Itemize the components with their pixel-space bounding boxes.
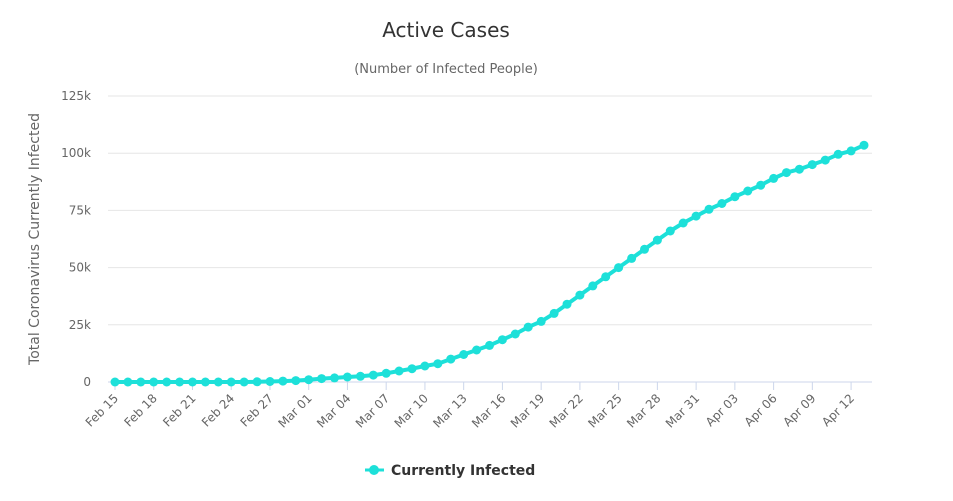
data-point[interactable] — [446, 354, 456, 364]
x-tick-label: Feb 24 — [199, 391, 237, 429]
x-tick-label: Mar 07 — [353, 391, 392, 430]
data-point[interactable] — [756, 180, 766, 190]
grid-lines — [108, 95, 872, 383]
chart-title: Active Cases — [382, 18, 510, 42]
chart-subtitle: (Number of Infected People) — [354, 62, 538, 77]
data-point[interactable] — [330, 373, 339, 383]
data-point[interactable] — [472, 345, 482, 355]
x-tick-label: Apr 06 — [742, 391, 780, 429]
data-point[interactable] — [420, 361, 430, 371]
data-point[interactable] — [342, 372, 352, 382]
data-point[interactable] — [652, 235, 662, 245]
x-tick-label: Mar 16 — [469, 391, 508, 430]
data-point[interactable] — [407, 364, 417, 374]
data-point[interactable] — [614, 263, 624, 273]
data-point[interactable] — [304, 375, 314, 385]
data-point[interactable] — [433, 359, 443, 369]
data-point[interactable] — [381, 368, 391, 378]
x-tick-label: Mar 01 — [275, 391, 314, 430]
data-point[interactable] — [149, 377, 159, 387]
x-axis-ticks: Feb 15 Feb 18 Feb 21 Feb 24 Feb 27 Mar 01 Mar … — [83, 382, 857, 431]
data-point[interactable] — [794, 164, 804, 174]
x-tick-label: Mar 22 — [547, 391, 586, 430]
data-point[interactable] — [704, 204, 714, 214]
y-tick-label: 25k — [69, 318, 91, 332]
legend[interactable]: Currently Infected — [365, 463, 535, 479]
x-tick-label: Mar 19 — [508, 391, 547, 430]
data-point[interactable] — [459, 350, 469, 359]
y-tick-label: 125k — [61, 89, 91, 103]
data-point[interactable] — [846, 146, 856, 156]
data-point[interactable] — [743, 186, 753, 196]
data-point[interactable] — [485, 340, 494, 350]
data-point[interactable] — [162, 377, 172, 387]
x-tick-label: Feb 15 — [83, 391, 121, 429]
data-point[interactable] — [640, 244, 649, 254]
data-point[interactable] — [730, 192, 740, 202]
data-point[interactable] — [588, 281, 598, 291]
y-tick-label: 75k — [69, 203, 91, 217]
data-point[interactable] — [510, 329, 520, 339]
data-point[interactable] — [239, 377, 249, 387]
data-point[interactable] — [665, 226, 675, 236]
x-tick-label: Feb 21 — [160, 391, 198, 429]
x-tick-label: Apr 03 — [703, 391, 741, 429]
x-tick-label: Mar 31 — [663, 391, 702, 430]
data-point[interactable] — [291, 376, 301, 386]
data-point[interactable] — [549, 308, 559, 318]
x-tick-label: Mar 04 — [314, 391, 353, 430]
data-point[interactable] — [820, 155, 830, 165]
x-tick-label: Mar 28 — [624, 391, 663, 430]
data-point[interactable] — [136, 377, 146, 387]
y-axis-ticks: 0 25k 50k 75k 100k 125k — [61, 89, 91, 389]
data-point[interactable] — [627, 253, 637, 263]
y-tick-label: 100k — [61, 146, 91, 160]
data-point[interactable] — [497, 335, 507, 345]
data-point[interactable] — [200, 377, 210, 387]
x-tick-label: Mar 13 — [430, 391, 469, 430]
data-point[interactable] — [123, 377, 133, 387]
data-point[interactable] — [691, 211, 701, 221]
data-point[interactable] — [807, 160, 817, 170]
series-currently-infected — [110, 140, 869, 387]
data-point[interactable] — [317, 374, 327, 384]
x-tick-label: Feb 18 — [121, 391, 159, 429]
data-point[interactable] — [536, 316, 546, 326]
x-tick-label: Mar 10 — [392, 391, 431, 430]
data-point[interactable] — [575, 290, 585, 300]
data-point[interactable] — [175, 377, 185, 387]
data-point[interactable] — [265, 377, 275, 386]
data-point[interactable] — [252, 377, 262, 387]
data-point[interactable] — [782, 168, 791, 178]
data-point[interactable] — [833, 149, 843, 159]
data-point[interactable] — [523, 322, 533, 332]
data-point[interactable] — [226, 377, 236, 387]
data-point[interactable] — [562, 299, 572, 309]
x-tick-label: Apr 09 — [780, 391, 818, 429]
data-point[interactable] — [601, 272, 611, 282]
data-point[interactable] — [213, 377, 223, 387]
y-tick-label: 0 — [83, 375, 91, 389]
data-point[interactable] — [859, 140, 869, 150]
data-point[interactable] — [368, 370, 378, 380]
y-tick-label: 50k — [69, 261, 91, 275]
data-point[interactable] — [678, 218, 688, 228]
x-tick-label: Apr 12 — [819, 391, 857, 429]
data-point[interactable] — [110, 377, 120, 387]
data-point[interactable] — [717, 199, 727, 208]
data-point[interactable] — [394, 366, 404, 376]
legend-marker — [369, 465, 379, 475]
x-tick-label: Mar 25 — [585, 391, 624, 430]
data-point[interactable] — [769, 173, 779, 183]
data-point[interactable] — [188, 377, 197, 387]
data-point[interactable] — [278, 376, 288, 386]
x-tick-label: Feb 27 — [238, 391, 276, 429]
data-point[interactable] — [355, 371, 365, 381]
y-axis-title: Total Coronavirus Currently Infected — [27, 113, 43, 366]
legend-label[interactable]: Currently Infected — [391, 463, 535, 479]
